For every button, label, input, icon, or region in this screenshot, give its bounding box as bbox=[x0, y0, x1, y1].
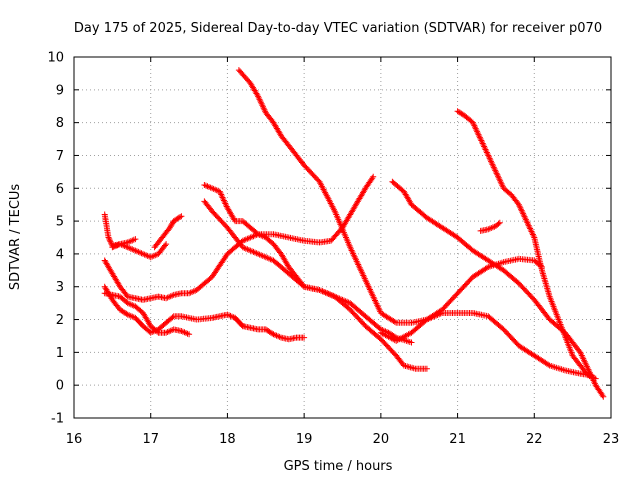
data-point-markers bbox=[201, 182, 415, 346]
y-tick-label: 9 bbox=[56, 83, 64, 98]
data-point-markers bbox=[101, 283, 246, 336]
y-tick-label: 0 bbox=[56, 379, 64, 394]
x-tick-label: 17 bbox=[142, 432, 159, 447]
series-track-14 bbox=[454, 108, 599, 382]
x-tick-label: 16 bbox=[66, 432, 83, 447]
y-tick-label: 3 bbox=[56, 280, 64, 295]
data-point-markers bbox=[201, 198, 430, 372]
x-tick-label: 19 bbox=[296, 432, 313, 447]
data-point-markers bbox=[477, 219, 503, 234]
data-point-markers bbox=[454, 108, 599, 382]
x-tick-label: 21 bbox=[449, 432, 466, 447]
y-tick-label: 5 bbox=[56, 215, 64, 230]
x-axis-title: GPS time / hours bbox=[284, 459, 393, 474]
chart-title: Day 175 of 2025, Sidereal Day-to-day VTE… bbox=[74, 21, 602, 36]
y-tick-label: 10 bbox=[47, 51, 64, 66]
grid bbox=[74, 57, 611, 418]
y-tick-label: 8 bbox=[56, 116, 64, 131]
x-tick-label: 22 bbox=[526, 432, 543, 447]
series-track-13 bbox=[477, 219, 503, 234]
series-track-2 bbox=[151, 213, 185, 251]
data-point-markers bbox=[377, 255, 545, 344]
data-points bbox=[101, 67, 607, 400]
data-point-markers bbox=[151, 213, 185, 251]
data-point-markers bbox=[109, 236, 139, 251]
y-tick-label: 4 bbox=[56, 247, 64, 262]
y-tick-label: 7 bbox=[56, 149, 64, 164]
series-track-4 bbox=[101, 173, 377, 303]
y-tick-label: 1 bbox=[56, 346, 64, 361]
plot-frame bbox=[73, 56, 612, 419]
data-point-markers bbox=[101, 173, 377, 303]
series-track-5 bbox=[101, 290, 193, 338]
x-tick-label: 20 bbox=[373, 432, 390, 447]
y-tick-label: 2 bbox=[56, 313, 64, 328]
x-tick-label: 23 bbox=[603, 432, 620, 447]
series-track-7 bbox=[232, 314, 308, 343]
series-track-12 bbox=[377, 255, 545, 344]
data-point-markers bbox=[101, 290, 193, 338]
y-tick-label: 6 bbox=[56, 182, 64, 197]
x-tick-label: 18 bbox=[219, 432, 236, 447]
data-point-markers bbox=[101, 211, 170, 261]
y-axis-title: SDTVAR / TECUs bbox=[8, 184, 23, 291]
series-track-6 bbox=[101, 283, 246, 336]
y-tick-label: -1 bbox=[51, 412, 64, 427]
series-track-9 bbox=[201, 182, 415, 346]
data-point-markers bbox=[232, 314, 308, 343]
series-track-3 bbox=[109, 236, 139, 251]
series-track-1 bbox=[101, 211, 170, 261]
series-track-10 bbox=[201, 198, 430, 372]
